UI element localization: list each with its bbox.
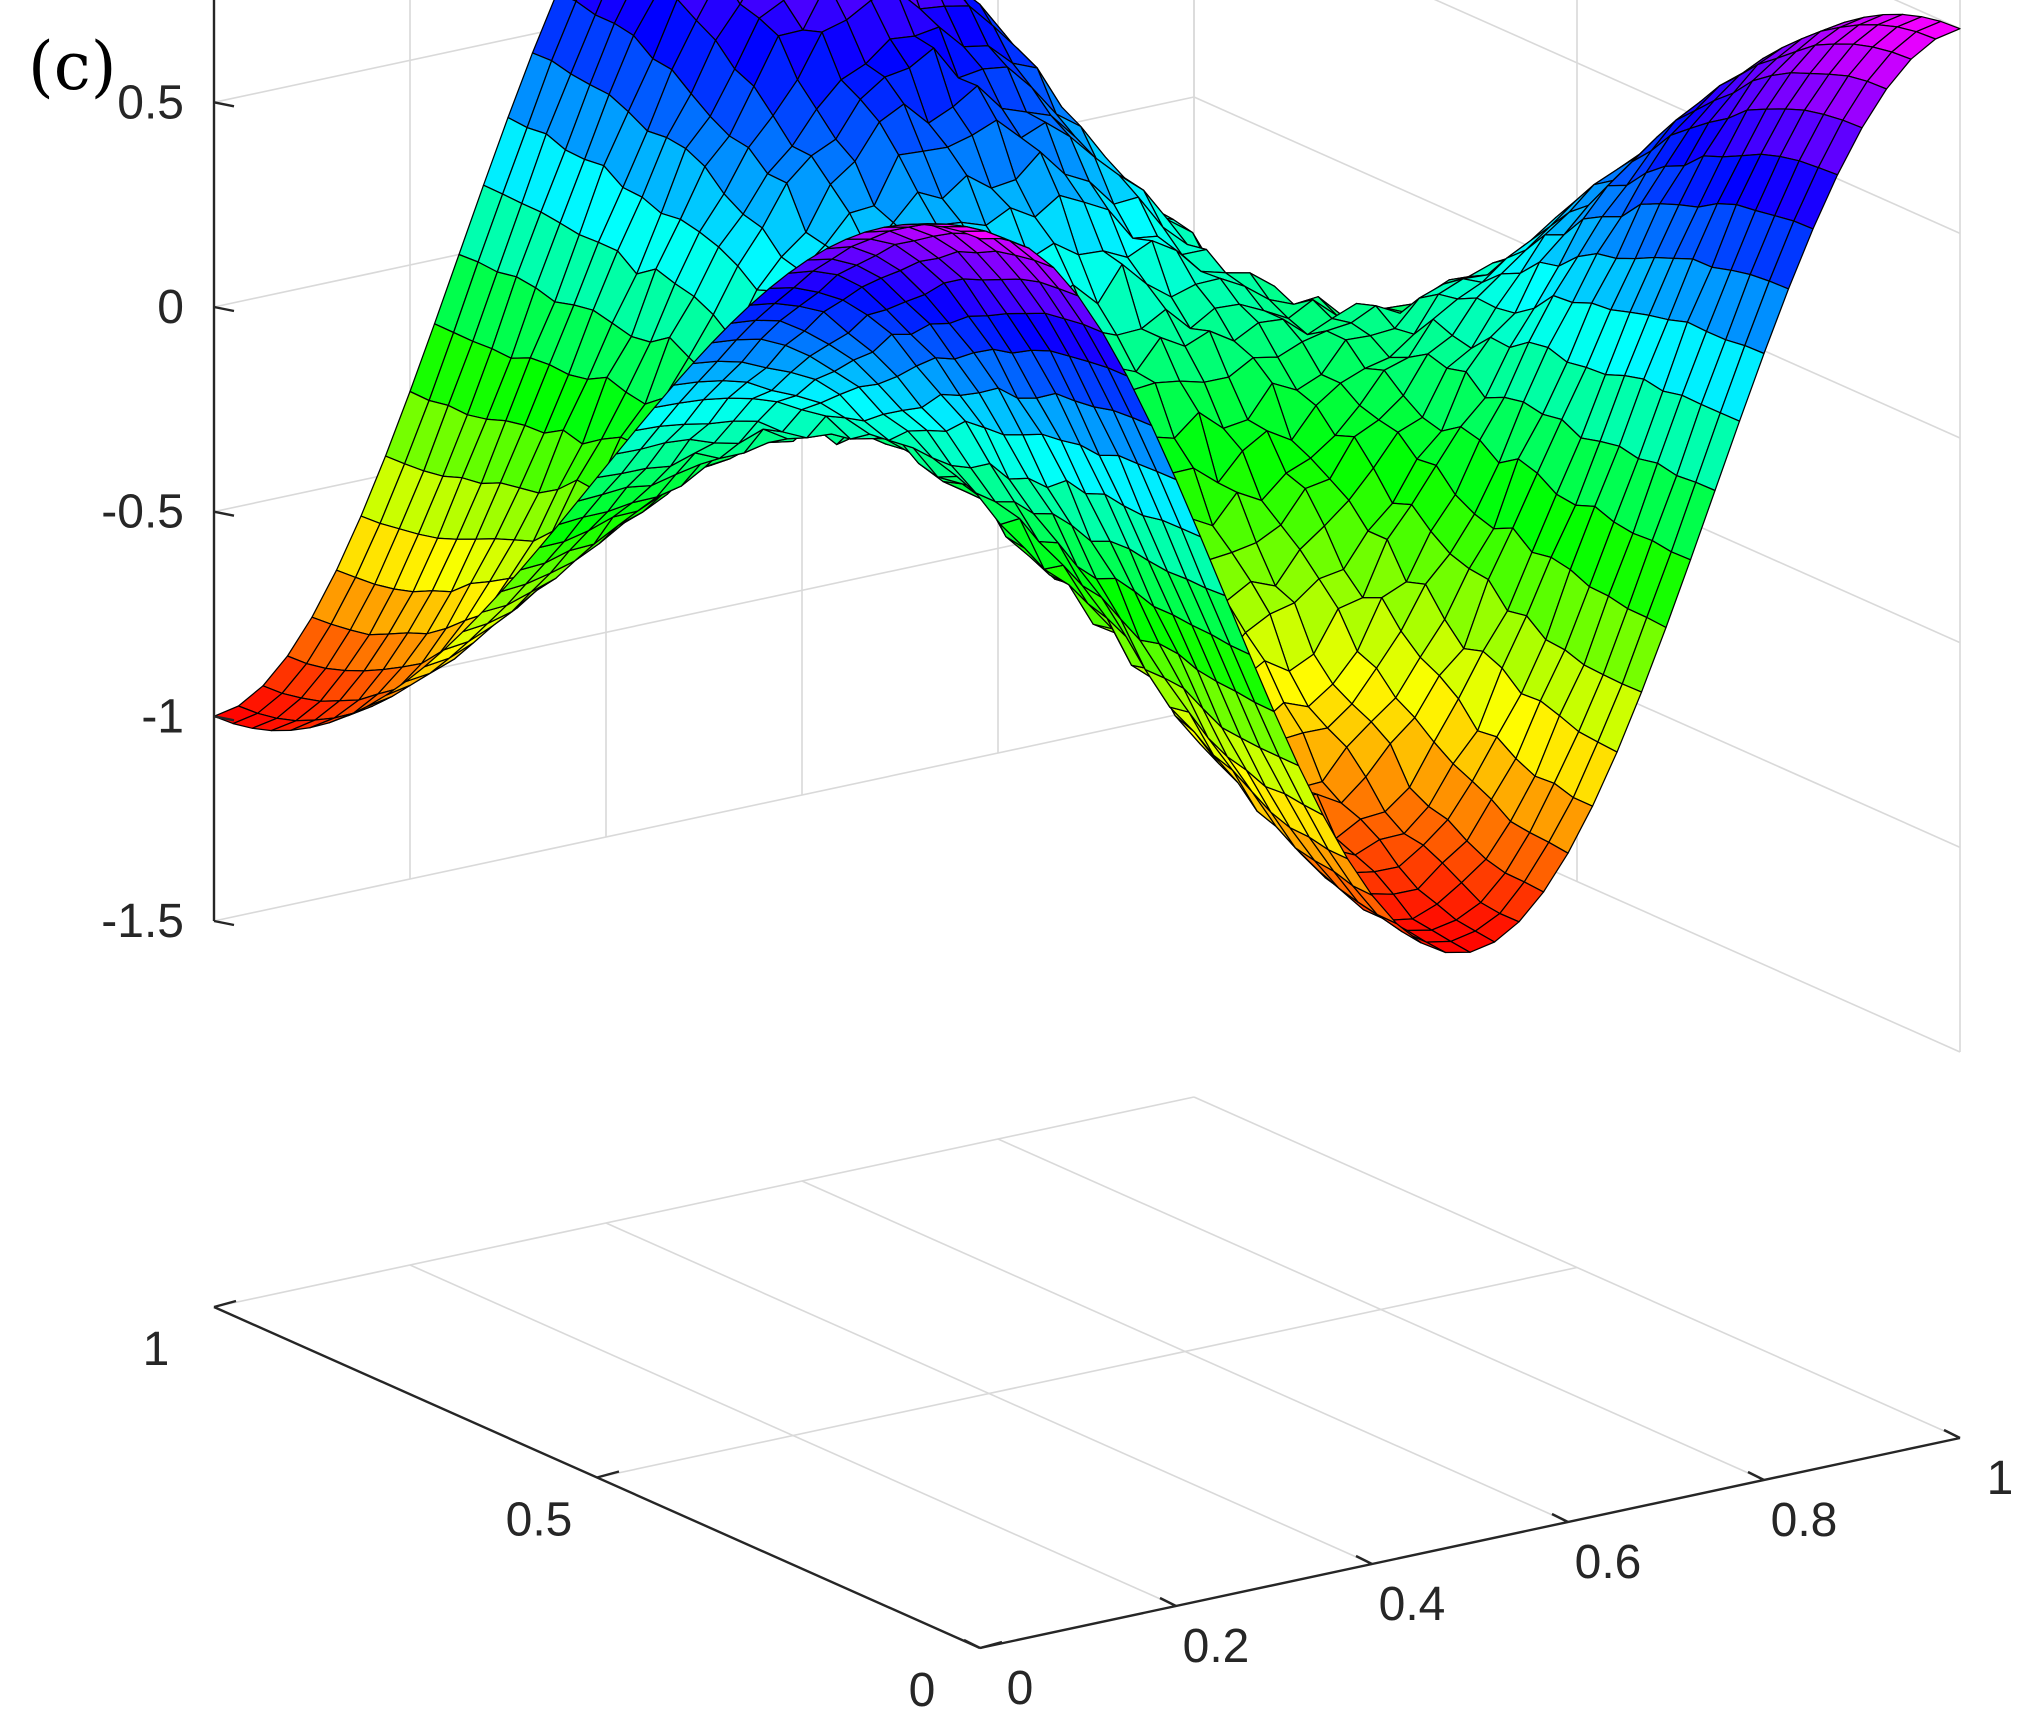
x-tick-label: 1 xyxy=(1987,1452,2014,1505)
x-tick xyxy=(1551,1512,1569,1524)
x-tick-label: 0.6 xyxy=(1575,1536,1642,1589)
back-wall-grid-z xyxy=(213,0,696,104)
x-tick xyxy=(1355,1554,1373,1566)
x-tick xyxy=(1747,1470,1765,1482)
z-tick xyxy=(213,715,235,722)
y-tick-label: 0 xyxy=(909,1664,936,1717)
x-tick-label: 0.4 xyxy=(1379,1578,1446,1631)
surface-mesh xyxy=(213,0,1961,954)
floor-grid-y xyxy=(213,1096,1195,1308)
x-tick xyxy=(963,1638,981,1650)
panel-label: (c) xyxy=(28,28,117,105)
z-tick xyxy=(213,919,235,927)
y-tick-label: 1 xyxy=(143,1323,170,1376)
z-tick xyxy=(213,101,235,108)
z-tick-label: 0 xyxy=(157,281,184,334)
surface-cell xyxy=(960,230,1006,240)
y-tick xyxy=(979,1640,1003,1650)
y-tick xyxy=(596,1470,620,1479)
z-tick-label: -1 xyxy=(141,690,184,743)
y-tick xyxy=(213,1299,237,1309)
x-tick-label: 0.8 xyxy=(1771,1494,1838,1547)
z-tick-label: -0.5 xyxy=(101,486,184,539)
x-tick-label: 0 xyxy=(1007,1662,1034,1715)
z-tick xyxy=(213,305,235,313)
x-tick xyxy=(1943,1428,1961,1440)
z-tick-label: 0.5 xyxy=(117,76,184,129)
x-tick xyxy=(1159,1596,1177,1608)
back-wall-grid-z xyxy=(213,710,1195,922)
floor-grid-y xyxy=(596,1266,1578,1479)
x-tick-label: 0.2 xyxy=(1183,1620,1250,1673)
z-tick xyxy=(213,510,235,517)
y-tick-label: 0.5 xyxy=(506,1494,573,1547)
z-tick-label: -1.5 xyxy=(101,895,184,948)
x-axis-line xyxy=(979,1436,1961,1650)
